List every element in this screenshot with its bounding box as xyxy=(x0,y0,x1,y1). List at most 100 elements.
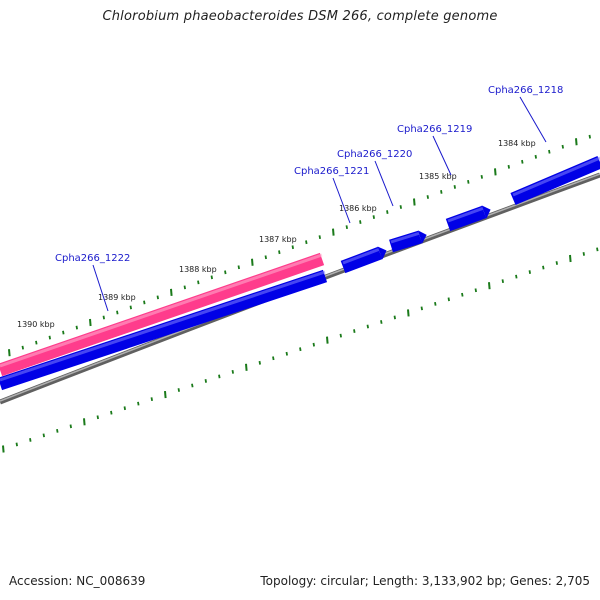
outer-tick xyxy=(359,220,362,224)
inner-tick xyxy=(393,315,396,320)
outer-tick xyxy=(332,228,335,236)
inner-tick xyxy=(258,360,261,365)
outer-tick xyxy=(89,318,92,327)
inner-tick xyxy=(447,297,450,302)
gene-label-cpha266-1221[interactable]: Cpha266_1221 xyxy=(294,166,369,177)
inner-tick xyxy=(366,324,369,329)
outer-tick xyxy=(48,335,51,340)
outer-tick xyxy=(35,340,38,345)
outer-tick xyxy=(8,349,11,357)
outer-tick xyxy=(156,295,159,300)
inner-tick xyxy=(555,261,558,265)
outer-tick xyxy=(291,245,294,250)
inner-tick xyxy=(123,406,126,411)
inner-tick xyxy=(461,292,464,297)
outer-tick xyxy=(305,240,308,245)
inner-tick xyxy=(110,410,113,415)
inner-tick xyxy=(56,428,59,433)
genome-title: Chlorobium phaeobacteroides DSM 266, com… xyxy=(102,9,498,24)
inner-tick xyxy=(596,247,599,252)
inner-tick xyxy=(218,374,221,379)
inner-tick xyxy=(69,424,72,429)
outer-tick xyxy=(494,168,497,176)
gene-bar-cpha266-1220[interactable] xyxy=(389,230,427,253)
outer-tick xyxy=(197,280,200,285)
inner-tick xyxy=(231,369,234,374)
inner-tick xyxy=(29,438,32,442)
outer-tick xyxy=(399,205,402,209)
outer-tick xyxy=(237,265,240,270)
inner-tick xyxy=(150,397,153,401)
inner-tick xyxy=(407,309,410,317)
tick-label: 1388 kbp xyxy=(179,265,217,274)
gene-track xyxy=(0,156,600,391)
inner-tick xyxy=(501,279,504,284)
gene-label-cpha266-1222[interactable]: Cpha266_1222 xyxy=(55,253,130,264)
outer-tick xyxy=(183,285,186,290)
inner-tick xyxy=(312,342,315,347)
inner-tick xyxy=(299,347,302,352)
gene-label-cpha266-1218[interactable]: Cpha266_1218 xyxy=(488,85,563,96)
inner-tick xyxy=(42,433,45,438)
outer-tick xyxy=(372,215,375,219)
gene-leader-line xyxy=(519,96,547,143)
outer-tick xyxy=(129,305,132,310)
gene-bar-cpha266-1222[interactable] xyxy=(0,252,325,377)
outer-tick xyxy=(548,149,551,154)
accession-text: Accession: NC_008639 xyxy=(9,574,146,588)
outer-tick xyxy=(170,288,173,296)
inner-tick xyxy=(245,363,248,371)
outer-tick xyxy=(440,190,443,194)
outer-tick xyxy=(507,164,510,169)
inner-tick xyxy=(15,442,18,447)
outer-tick xyxy=(251,258,254,266)
inner-tick xyxy=(285,351,288,356)
outer-tick xyxy=(318,235,321,240)
inner-tick xyxy=(96,415,99,420)
gene-leader-line xyxy=(332,177,351,224)
inner-tick xyxy=(137,401,140,406)
gene-bar-cpha266-inner-forward[interactable] xyxy=(0,269,328,391)
label-layer: 1384 kbp 1385 kbp 1386 kbp 1387 kbp 1388 kbp… xyxy=(17,85,563,329)
inner-tick xyxy=(191,383,194,388)
outer-tick xyxy=(21,345,24,350)
inner-tick xyxy=(582,252,585,256)
inner-tick xyxy=(83,418,86,426)
tick-label: 1389 kbp xyxy=(98,293,136,302)
tick-label: 1387 kbp xyxy=(259,235,297,244)
outer-tick xyxy=(62,330,65,335)
outer-tick xyxy=(561,144,564,149)
inner-tick xyxy=(380,320,383,324)
inner-tick xyxy=(353,329,356,333)
outer-tick xyxy=(575,138,578,146)
outer-tick xyxy=(480,174,483,179)
gene-leader-line xyxy=(92,264,109,312)
gene-bar-cpha266-1218[interactable] xyxy=(510,156,600,205)
gene-label-cpha266-1219[interactable]: Cpha266_1219 xyxy=(397,124,472,135)
inner-tick xyxy=(339,333,342,338)
gene-leader-line xyxy=(374,160,394,207)
gene-bar-cpha266-1219[interactable] xyxy=(445,205,491,232)
tick-label: 1390 kbp xyxy=(17,320,55,329)
gene-label-cpha266-1220[interactable]: Cpha266_1220 xyxy=(337,149,412,160)
outer-tick xyxy=(75,325,78,330)
inner-tick xyxy=(164,390,167,399)
tick-label: 1386 kbp xyxy=(339,204,377,213)
outer-tick xyxy=(116,310,119,315)
gene-bar-cpha266-1221[interactable] xyxy=(340,246,387,274)
inner-tick xyxy=(434,301,437,306)
inner-tick xyxy=(474,288,477,293)
inner-tick-ring xyxy=(2,247,599,453)
inner-tick xyxy=(177,388,180,392)
tick-label: 1384 kbp xyxy=(498,139,536,148)
outer-tick xyxy=(426,195,429,199)
inner-tick xyxy=(569,254,572,263)
outer-tick xyxy=(210,275,213,280)
inner-tick xyxy=(420,306,423,311)
inner-tick xyxy=(528,270,531,274)
outer-tick xyxy=(278,250,281,255)
outer-tick xyxy=(588,134,591,139)
inner-tick xyxy=(2,445,5,453)
inner-tick xyxy=(272,356,275,361)
